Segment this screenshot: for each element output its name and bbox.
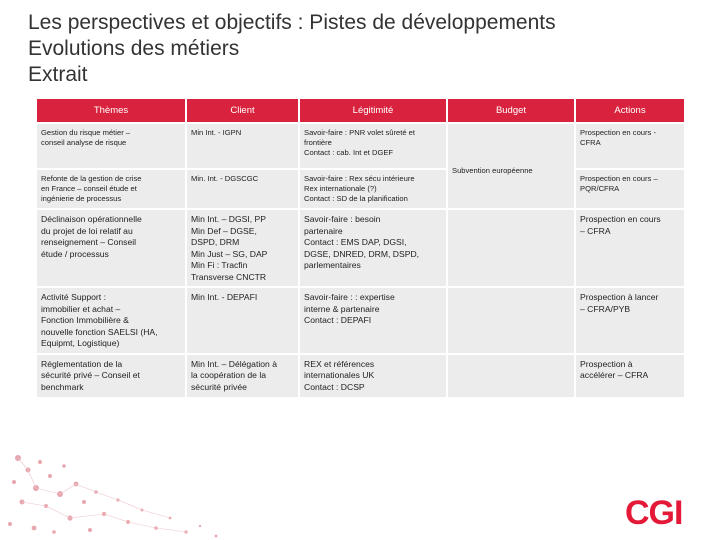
table-row: Réglementation de la sécurité privé – Co…: [37, 354, 684, 397]
cell-legitimite: REX et références internationales UK Con…: [300, 354, 448, 397]
table-row: Déclinaison opérationnelle du projet de …: [37, 210, 684, 286]
cell-client: Min Int. - IGPN: [187, 124, 300, 168]
cell-legitimite: Savoir-faire : besoin partenaire Contact…: [300, 210, 448, 286]
cell-actions: Prospection en cours – PQR/CFRA: [576, 170, 684, 208]
cell-client: Min Int. – Délégation à la coopération d…: [187, 354, 300, 397]
cgi-logo: CGI: [625, 494, 683, 532]
cell-client: Min Int. - DEPAFI: [187, 288, 300, 353]
table-row: Activité Support : immobilier et achat –…: [37, 288, 684, 353]
header-actions: Actions: [576, 99, 684, 122]
cell-budget: Subvention européenne: [452, 165, 533, 175]
cell-legitimite: Savoir-faire : PNR volet sûreté et front…: [300, 124, 448, 168]
cell-theme: Refonte de la gestion de crise en France…: [37, 170, 187, 208]
header-themes: Thèmes: [37, 99, 187, 122]
cell-actions: Prospection en cours - CFRA: [576, 124, 684, 168]
header-client: Client: [187, 99, 300, 122]
title-line-1: Les perspectives et objectifs : Pistes d…: [28, 11, 556, 34]
cell-actions: Prospection à accélérer – CFRA: [576, 354, 684, 397]
header-legitimite: Légitimité: [300, 99, 448, 122]
cell-client: Min Int. – DGSI, PP Min Def – DGSE, DSPD…: [187, 210, 300, 286]
cell-theme: Déclinaison opérationnelle du projet de …: [37, 210, 187, 286]
table-header-row: Thèmes Client Légitimité Budget Actions: [37, 99, 684, 122]
cell-theme: Réglementation de la sécurité privé – Co…: [37, 354, 187, 397]
header-budget: Budget: [448, 99, 576, 122]
slide-title: Les perspectives et objectifs : Pistes d…: [28, 10, 556, 88]
table-row: Refonte de la gestion de crise en France…: [37, 170, 684, 208]
title-line-2: Evolutions des métiers: [28, 37, 240, 60]
cell-legitimite: Savoir-faire : : expertise interne & par…: [300, 288, 448, 353]
dot-pattern-decoration: [8, 455, 218, 538]
cell-actions: Prospection en cours – CFRA: [576, 210, 684, 286]
cell-actions: Prospection à lancer – CFRA/PYB: [576, 288, 684, 353]
cell-client: Min. Int. - DGSCGC: [187, 170, 300, 208]
title-line-3: Extrait: [28, 63, 88, 86]
table-row: Gestion du risque métier – conseil analy…: [37, 124, 684, 208]
cell-theme: Activité Support : immobilier et achat –…: [37, 288, 187, 353]
perspectives-table: Thèmes Client Légitimité Budget Actions …: [37, 97, 684, 399]
cell-theme: Gestion du risque métier – conseil analy…: [37, 124, 187, 168]
cell-legitimite: Savoir-faire : Rex sécu intérieure Rex i…: [300, 170, 448, 208]
